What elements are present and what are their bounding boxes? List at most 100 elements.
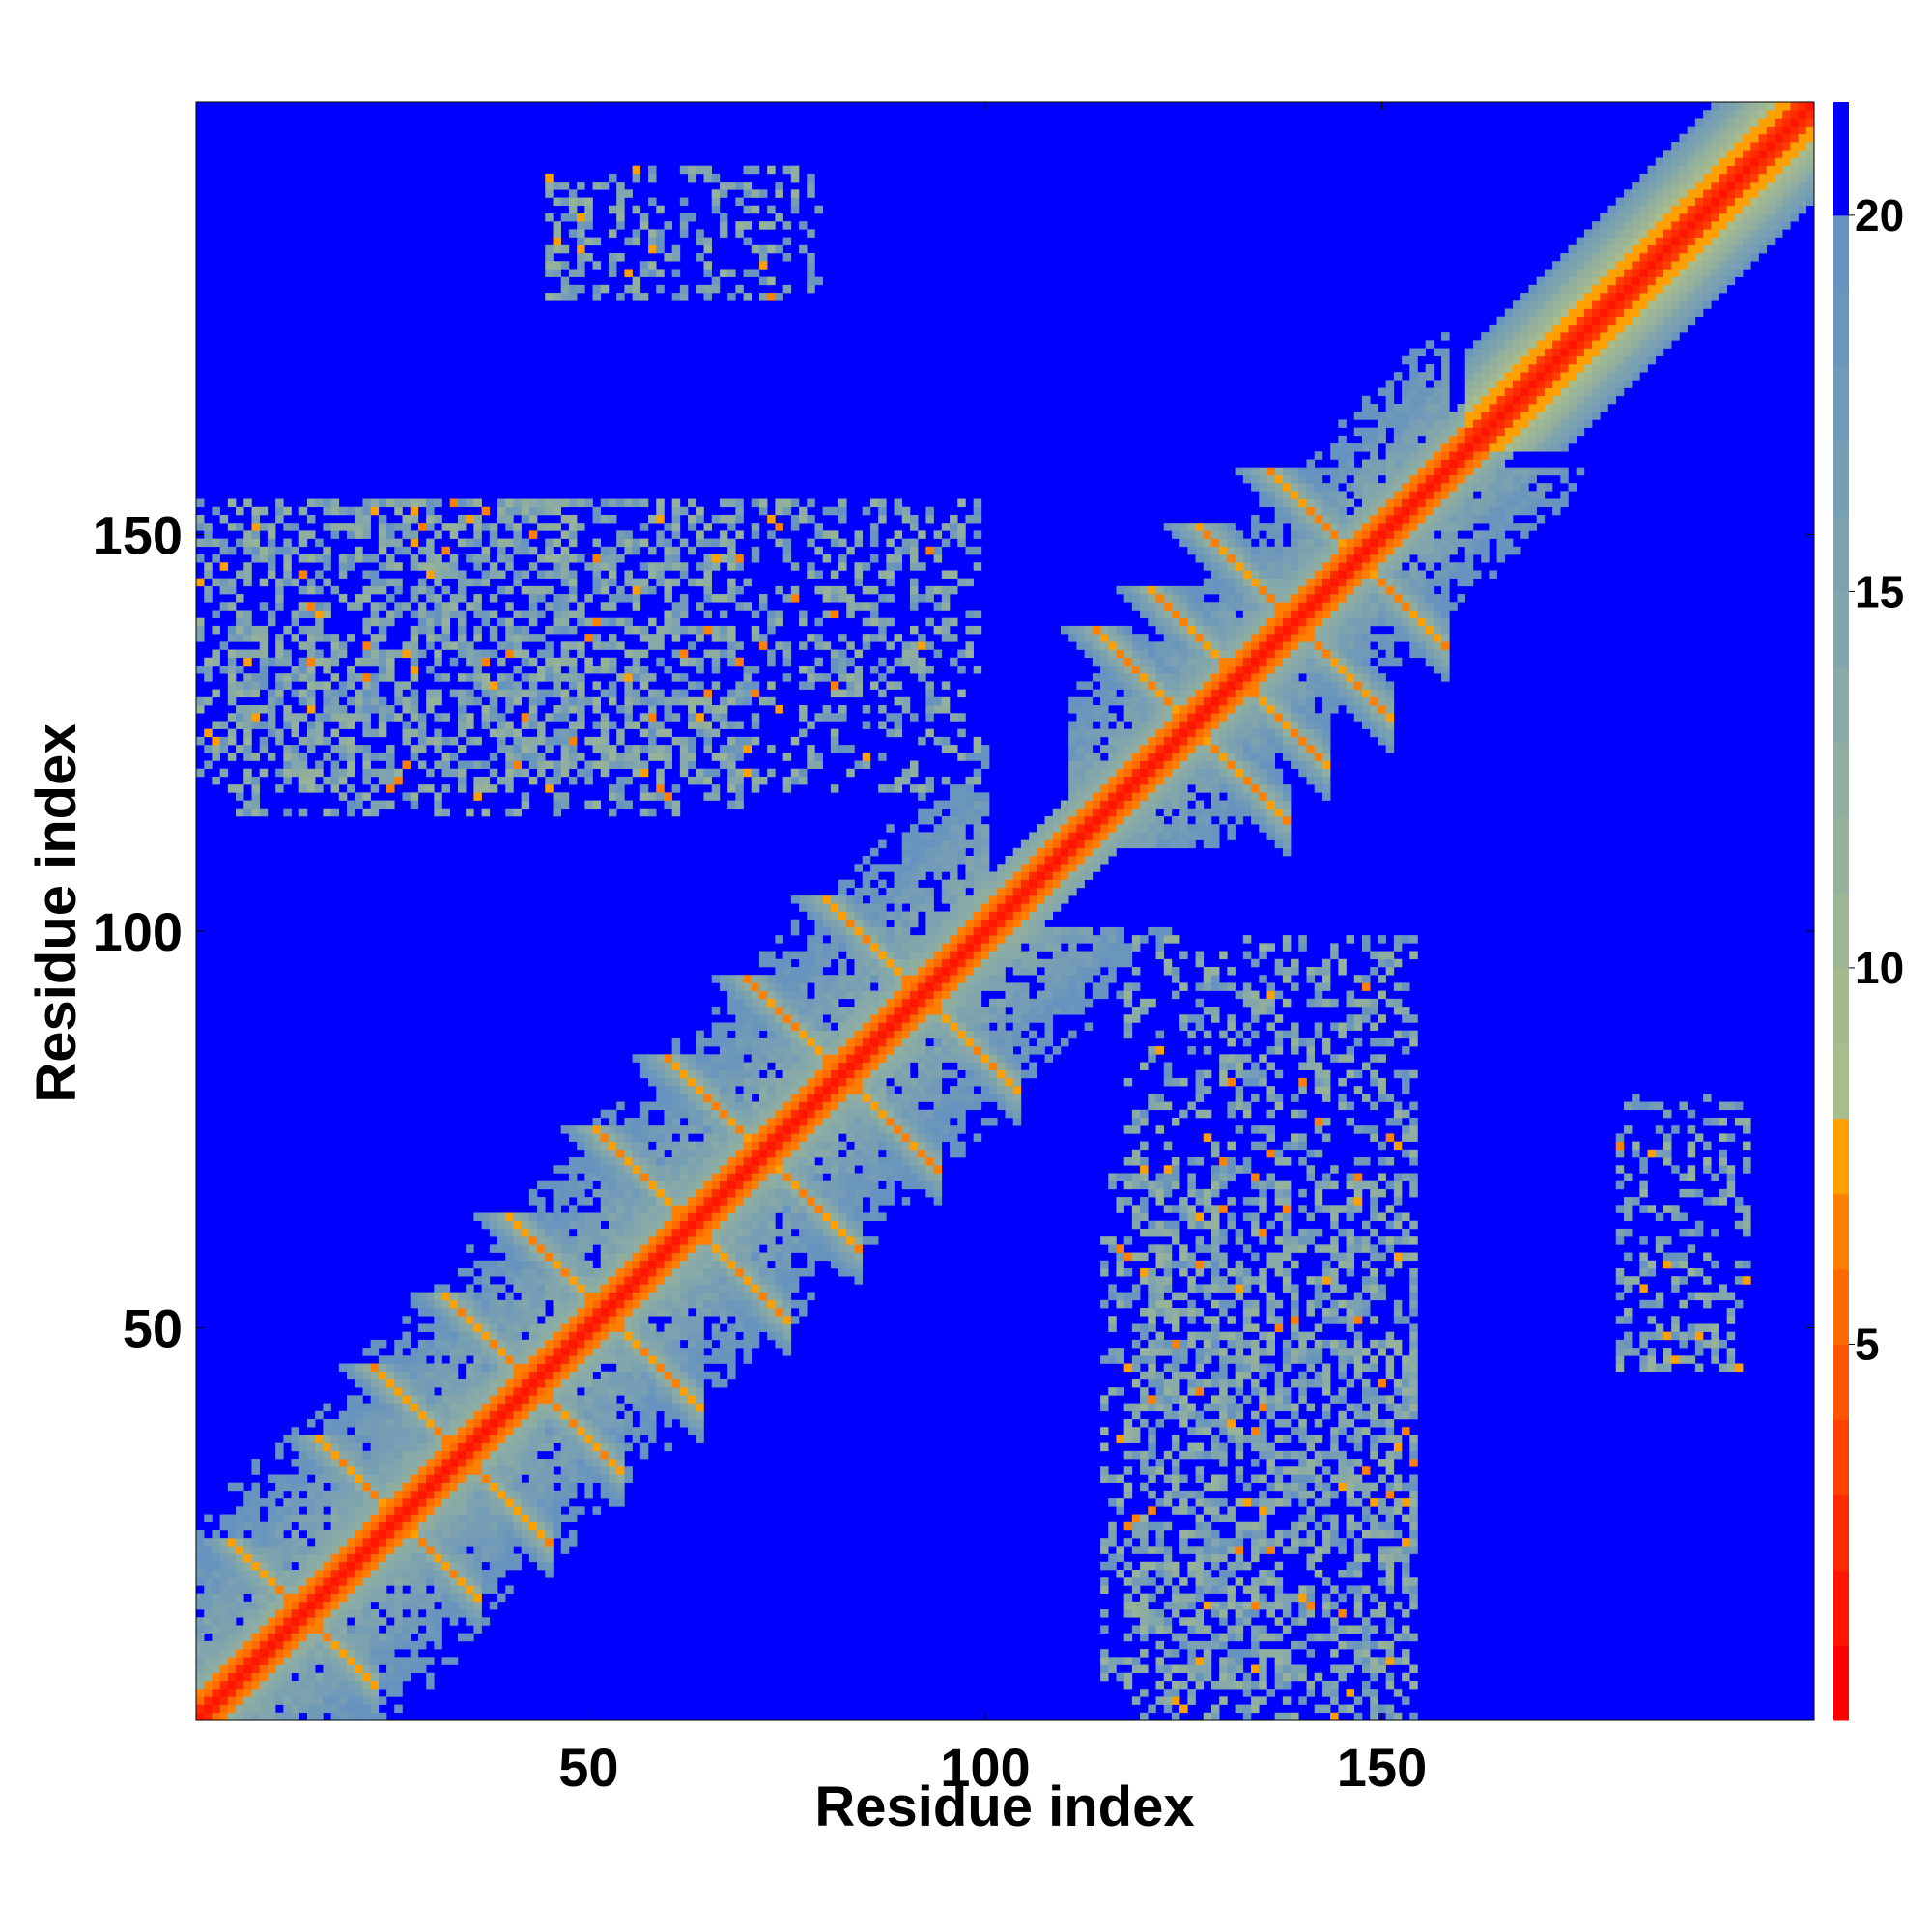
heatmap-cell	[537, 1498, 546, 1507]
heatmap-cell	[711, 1252, 721, 1262]
heatmap-cell	[545, 1561, 554, 1571]
heatmap-cell	[378, 578, 387, 587]
heatmap-cell	[378, 546, 387, 555]
heatmap-cell	[291, 1649, 300, 1658]
heatmap-cell	[545, 269, 554, 277]
heatmap-cell	[886, 562, 895, 571]
heatmap-cell	[545, 1553, 554, 1563]
heatmap-cell	[918, 1014, 926, 1023]
heatmap-cell	[219, 1561, 229, 1586]
heatmap-cell	[466, 1498, 474, 1523]
heatmap-cell	[830, 728, 839, 738]
heatmap-cell	[894, 879, 903, 896]
heatmap-cell	[918, 958, 926, 968]
heatmap-cell	[521, 1292, 530, 1301]
heatmap-cell	[869, 1046, 879, 1055]
heatmap-cell	[537, 1180, 546, 1190]
heatmap-cell	[758, 1188, 768, 1198]
heatmap-cell	[688, 1077, 696, 1087]
heatmap-cell	[466, 1363, 474, 1380]
heatmap-cell	[251, 1633, 260, 1642]
heatmap-cell	[671, 1062, 681, 1071]
heatmap-cell	[608, 1157, 617, 1166]
heatmap-cell	[489, 625, 498, 642]
heatmap-cell	[869, 847, 879, 857]
heatmap-cell	[846, 1109, 855, 1126]
heatmap-cell	[901, 1109, 911, 1119]
heatmap-cell	[901, 887, 911, 904]
heatmap-cell	[521, 1260, 530, 1269]
heatmap-cell	[901, 832, 911, 840]
heatmap-cell	[838, 1037, 847, 1047]
heatmap-cell	[434, 1633, 442, 1642]
heatmap-cell	[259, 1664, 269, 1674]
heatmap-cell	[243, 776, 252, 785]
heatmap-cell	[632, 538, 641, 548]
heatmap-cell	[362, 554, 371, 563]
heatmap-cell	[489, 1521, 498, 1531]
heatmap-cell	[846, 1149, 855, 1158]
heatmap-cell	[267, 1570, 276, 1578]
heatmap-cell	[426, 689, 435, 698]
heatmap-cell	[671, 1037, 681, 1055]
heatmap-cell	[338, 1672, 348, 1682]
heatmap-cell	[347, 1450, 355, 1460]
heatmap-cell	[568, 721, 578, 729]
heatmap-cell	[378, 1672, 387, 1682]
heatmap-cell	[497, 728, 506, 738]
heatmap-cell	[236, 1680, 244, 1690]
heatmap-cell	[560, 753, 570, 769]
heatmap-cell	[608, 681, 617, 690]
heatmap-cell	[513, 1403, 522, 1412]
heatmap-cell	[909, 713, 919, 722]
heatmap-cell	[394, 649, 403, 659]
heatmap-cell	[624, 1308, 633, 1317]
heatmap-cell	[417, 1577, 427, 1594]
heatmap-cell	[608, 689, 617, 698]
heatmap-cell	[616, 554, 625, 563]
heatmap-cell	[227, 681, 237, 698]
heatmap-cell	[894, 1094, 903, 1102]
heatmap-cell	[600, 1299, 610, 1309]
heatmap-cell	[751, 523, 760, 531]
heatmap-cell	[426, 1418, 435, 1428]
heatmap-cell	[727, 1228, 736, 1237]
heatmap-cell	[489, 562, 498, 571]
heatmap-cell	[434, 745, 442, 753]
heatmap-cell	[227, 1561, 237, 1571]
heatmap-cell	[814, 1094, 823, 1102]
heatmap-cell	[362, 585, 371, 595]
heatmap-cell	[402, 1427, 411, 1443]
heatmap-cell	[378, 1649, 387, 1665]
heatmap-cell	[441, 523, 451, 531]
heatmap-cell	[735, 1252, 744, 1262]
heatmap-cell	[584, 1125, 593, 1134]
heatmap-cell	[901, 951, 911, 960]
heatmap-cell	[664, 1054, 672, 1063]
heatmap-cell	[457, 641, 467, 659]
heatmap-cell	[315, 1442, 324, 1452]
heatmap-cell	[434, 696, 442, 706]
heatmap-cell	[449, 753, 459, 761]
heatmap-cell	[719, 1173, 728, 1181]
heatmap-cell	[243, 649, 252, 659]
heatmap-cell	[624, 538, 633, 548]
heatmap-cell	[338, 1657, 348, 1665]
heatmap-cell	[560, 293, 570, 301]
heatmap-cell	[830, 1077, 839, 1087]
heatmap-cell	[608, 1323, 617, 1332]
heatmap-cell	[735, 776, 744, 785]
heatmap-cell	[909, 1054, 919, 1063]
heatmap-cell	[386, 578, 395, 587]
heatmap-cell	[679, 1109, 689, 1119]
heatmap-cell	[457, 1308, 467, 1317]
heatmap-cell	[862, 926, 871, 936]
heatmap-cell	[735, 1077, 744, 1087]
heatmap-cell	[790, 1054, 800, 1063]
heatmap-cell	[251, 1609, 260, 1618]
heatmap-cell	[814, 1141, 823, 1151]
heatmap-cell	[513, 768, 522, 778]
heatmap-cell	[901, 1022, 911, 1031]
heatmap-cell	[782, 1220, 792, 1230]
heatmap-cell	[417, 546, 427, 555]
